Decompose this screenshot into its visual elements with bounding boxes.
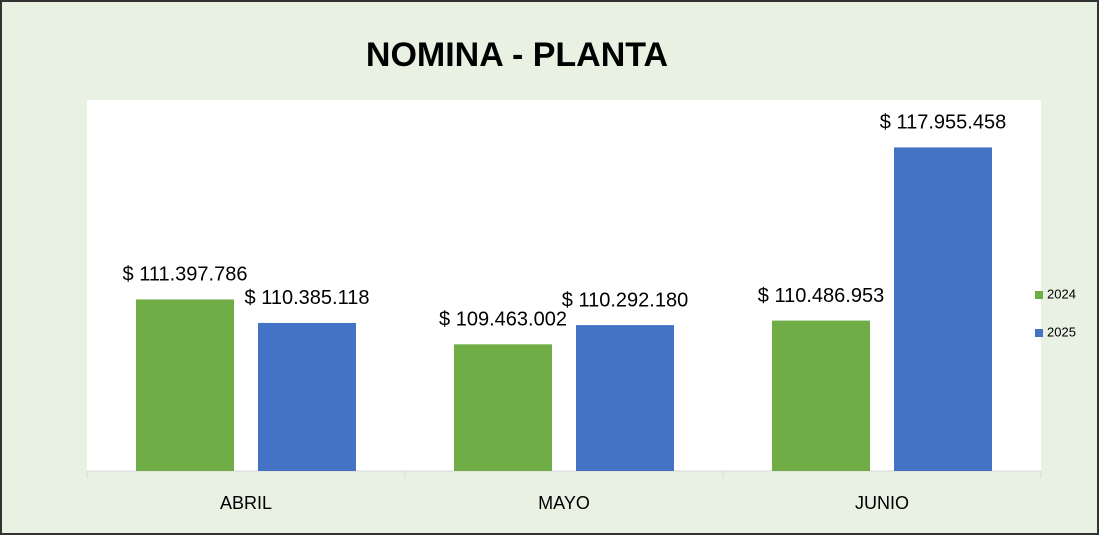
x-tick-label: ABRIL [220,493,272,513]
data-label: $ 110.486.953 [758,285,884,307]
legend-swatch [1035,329,1043,337]
x-tick-label: MAYO [538,493,590,513]
bar [576,325,674,471]
legend-label: 2025 [1047,324,1076,339]
data-label: $ 110.385.118 [245,287,370,309]
bar [136,299,234,471]
bar [894,147,992,471]
chart-title: NOMINA - PLANTA [366,36,668,74]
data-label: $ 110.292.180 [562,289,688,311]
bar [258,322,356,471]
x-tick-label: JUNIO [855,493,909,513]
bar [772,320,870,471]
data-label: $ 117.955.458 [880,112,1006,134]
bar [454,344,552,471]
data-label: $ 109.463.002 [439,309,567,331]
legend-swatch [1035,291,1043,299]
legend-label: 2024 [1047,286,1076,301]
plot-area [87,100,1041,471]
data-label: $ 111.397.786 [123,264,248,286]
